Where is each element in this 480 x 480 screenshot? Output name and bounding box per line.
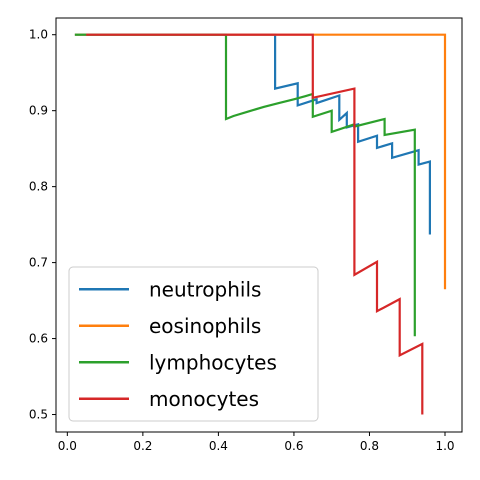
x-tick-label: 0.8 [360,439,379,453]
x-tick-label: 0.4 [209,439,228,453]
legend-label-neutrophils: neutrophils [149,277,261,301]
y-tick-label: 0.7 [29,256,48,270]
legend-box [68,266,319,422]
series-lines [74,33,447,415]
y-tick-label: 0.9 [29,104,48,118]
legend: neutrophils eosinophils lymphocytes monocyt… [68,266,319,422]
plot-frame [55,17,463,433]
legend-label-lymphocytes: lymphocytes [149,350,277,374]
legend-label-eosinophils: eosinophils [149,314,261,338]
x-tick-label: 0.6 [284,439,303,453]
x-tick-label: 0.2 [133,439,152,453]
y-tick-label: 0.8 [29,180,48,194]
y-tick-label: 0.5 [29,408,48,422]
series-line-monocytes [86,33,424,415]
x-axis: 0.0 0.2 0.4 0.6 0.8 1.0 [58,432,455,453]
y-axis: 0.5 0.6 0.7 0.8 0.9 1.0 [29,28,56,422]
y-tick-label: 0.6 [29,332,48,346]
y-tick-label: 1.0 [29,28,48,42]
x-tick-label: 1.0 [435,439,454,453]
x-tick-label: 0.0 [58,439,77,453]
legend-label-monocytes: monocytes [149,387,259,411]
